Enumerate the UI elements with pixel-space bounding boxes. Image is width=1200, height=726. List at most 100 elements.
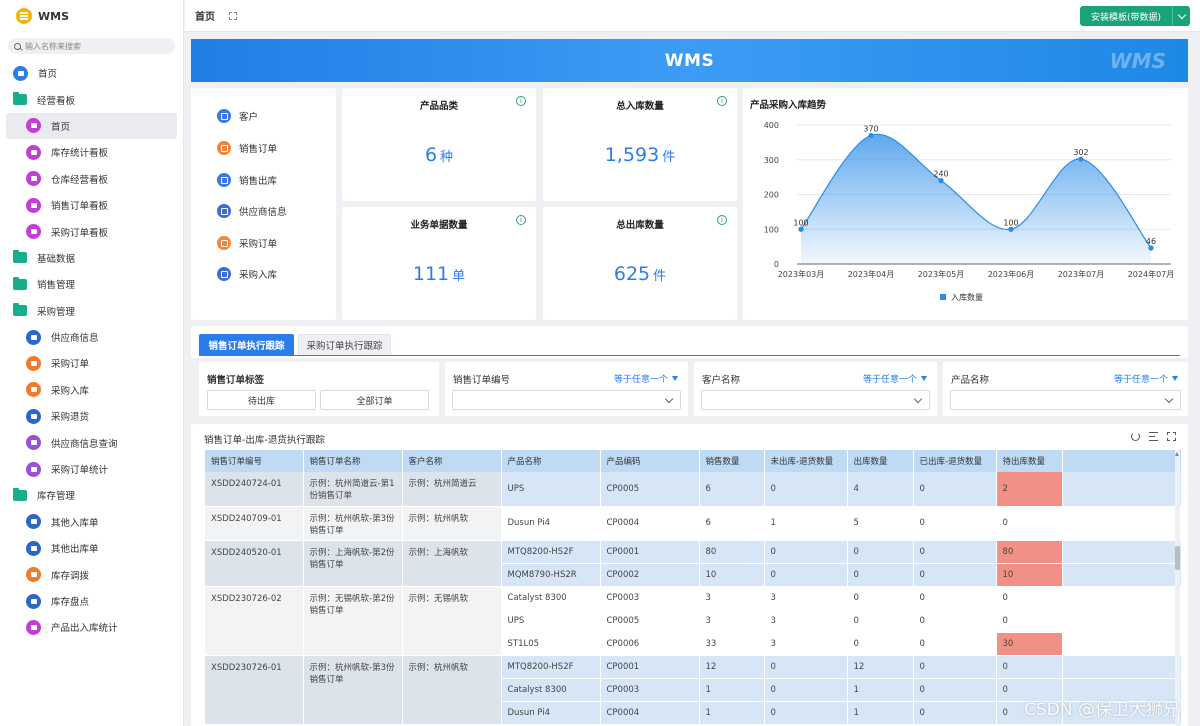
filter-operator-dropdown[interactable]: 等于任意一个 [863,372,927,385]
sidebar-item[interactable]: 采购订单 [0,350,183,376]
density-icon[interactable] [1149,432,1158,441]
x-tick-label: 2023年04月 [848,269,895,279]
info-icon[interactable]: i [516,215,526,225]
sidebar-item[interactable]: 采购入库 [0,377,183,403]
data-point [938,178,944,184]
table-cell: 1 [847,701,914,725]
chart-icon [26,461,41,477]
sidebar-item[interactable]: 采购订单看板 [0,218,183,244]
tag-pending-button[interactable]: 待出库 [207,390,316,410]
column-header[interactable]: 已出库-退货数量 [913,450,997,472]
quick-link[interactable]: 客户 [217,109,258,123]
y-tick-label: 200 [764,191,779,200]
sidebar-item[interactable]: 其他出库单 [0,535,183,561]
search-input[interactable]: 输入名称来搜索 [8,38,175,54]
table-cell: 0 [913,655,997,679]
quick-link[interactable]: 采购订单 [217,236,277,250]
sidebar-item[interactable]: 供应商信息查询 [0,429,183,455]
trend-chart-card: 产品采购入库趋势 0 100 200 300 400 100 370 240 100 302 46 2… [743,88,1188,320]
table-cell: 6 [699,472,765,507]
column-header[interactable]: 销售订单名称 [303,450,403,472]
quick-link[interactable]: 采购入库 [217,267,277,281]
column-header[interactable]: 出库数量 [847,450,914,472]
table-cell: MTQ8200-HS2F [501,655,601,679]
sidebar-item[interactable]: 库存统计看板 [0,139,183,165]
sidebar-item-label: 其他入库单 [51,517,99,529]
table-row[interactable]: XSDD240709-01 示例：杭州帆软-第3份销售订单 示例：杭州帆软 Dusun… [205,506,1182,541]
sidebar-item[interactable]: 采购管理 [0,298,183,324]
table-cell: 0 [847,586,914,610]
column-header[interactable]: 客户名称 [402,450,502,472]
trend-chart: 0 100 200 300 400 100 370 240 100 302 46 2023年03月 20… [764,121,1175,302]
quick-link[interactable]: 供应商信息 [217,204,287,218]
quick-link[interactable]: 销售出库 [217,173,277,187]
sidebar-item[interactable]: 库存盘点 [0,588,183,614]
column-header[interactable]: 销售数量 [699,450,765,472]
sidebar-item[interactable]: 基础数据 [0,245,183,271]
customer-cell: 示例：杭州帆软 [402,506,502,541]
logo-icon [16,8,32,24]
quick-link-label: 客户 [239,112,259,123]
tag-all-button[interactable]: 全部订单 [320,390,429,410]
table-cell: CP0002 [600,563,700,587]
filter-operator-dropdown[interactable]: 等于任意一个 [614,372,678,385]
info-icon[interactable]: i [717,96,727,106]
table-cell: 10 [699,563,765,587]
column-header[interactable]: 产品名称 [501,450,601,472]
sidebar-item[interactable]: 销售管理 [0,271,183,297]
info-icon[interactable]: i [717,215,727,225]
table-cell: 4 [847,472,914,507]
install-template-button[interactable]: 安装模板(带数据) [1080,6,1172,26]
table-cell: 0 [764,655,848,679]
scroll-up-arrow-icon[interactable] [1175,452,1179,456]
table-row[interactable]: XSDD240520-01 示例：上海帆软-第2份销售订单 示例：上海帆软 MTQ82… [205,540,1182,587]
table-cell: 0 [847,609,914,633]
data-point [868,132,874,139]
sidebar-item[interactable]: 销售订单看板 [0,192,183,218]
table-row[interactable]: XSDD230726-01 示例：杭州帆软-第3份销售订单 示例：杭州帆软 MTQ82… [205,655,1182,725]
table-row[interactable]: XSDD240724-01 示例：杭州简道云-第1份销售订单 示例：杭州简道云 UPS… [205,472,1182,507]
refresh-icon[interactable] [1131,432,1140,441]
table-cell-spacer [1062,701,1182,725]
app-title: WMS [38,9,70,23]
filter-operator-dropdown[interactable]: 等于任意一个 [1114,372,1178,385]
order-no-select[interactable] [452,390,681,410]
tab-sales-tracking[interactable]: 销售订单执行跟踪 [199,334,294,355]
order-name-cell: 示例：上海帆软-第2份销售订单 [303,540,403,587]
quick-link[interactable]: 销售订单 [217,141,277,155]
product-select[interactable] [950,390,1181,410]
column-header[interactable]: 未出库-退货数量 [764,450,848,472]
sidebar-item[interactable]: 其他入库单 [0,509,183,535]
install-dropdown-button[interactable] [1172,6,1190,26]
column-header[interactable]: 产品编码 [600,450,700,472]
vertical-scrollbar[interactable] [1175,450,1180,726]
expand-icon[interactable] [229,11,237,20]
sales-order-icon [217,141,231,155]
sidebar-item[interactable]: 经营看板 [0,86,183,112]
scrollbar-thumb[interactable] [1175,546,1180,570]
table-row[interactable]: Dusun Pi4 CP0004 1 0 1 0 0 [205,701,1182,725]
sidebar-item[interactable]: 仓库经营看板 [0,166,183,192]
column-header[interactable]: 销售订单编号 [205,450,304,472]
sidebar-item[interactable]: 采购订单统计 [0,456,183,482]
table-cell: 1 [764,506,848,541]
table-cell: UPS [501,472,601,507]
tab-home[interactable]: 首页 [195,12,215,23]
x-tick-label: 2023年06月 [988,269,1035,279]
sidebar-item[interactable]: 首页 [6,112,177,140]
sidebar-item[interactable]: 供应商信息 [0,324,183,350]
sidebar-item[interactable]: 库存调拨 [0,561,183,587]
column-header[interactable]: 待出库数量 [996,450,1063,472]
sidebar-item[interactable]: 库存管理 [0,482,183,508]
sidebar-item[interactable]: 采购退货 [0,403,183,429]
quick-link-label: 采购订单 [239,239,278,250]
sidebar-item[interactable]: 产品出入库统计 [0,614,183,640]
sidebar-item[interactable]: 首页 [0,60,183,86]
fullscreen-icon[interactable] [1167,432,1176,441]
customer-select[interactable] [701,390,930,410]
table-cell: 3 [764,586,848,610]
tab-purchase-tracking[interactable]: 采购订单执行跟踪 [298,334,391,355]
info-icon[interactable]: i [516,96,526,106]
sidebar-item-label: 首页 [51,121,71,133]
table-row[interactable]: XSDD230726-02 示例：无锡帆软-第2份销售订单 示例：无锡帆软 Catal… [205,586,1182,656]
